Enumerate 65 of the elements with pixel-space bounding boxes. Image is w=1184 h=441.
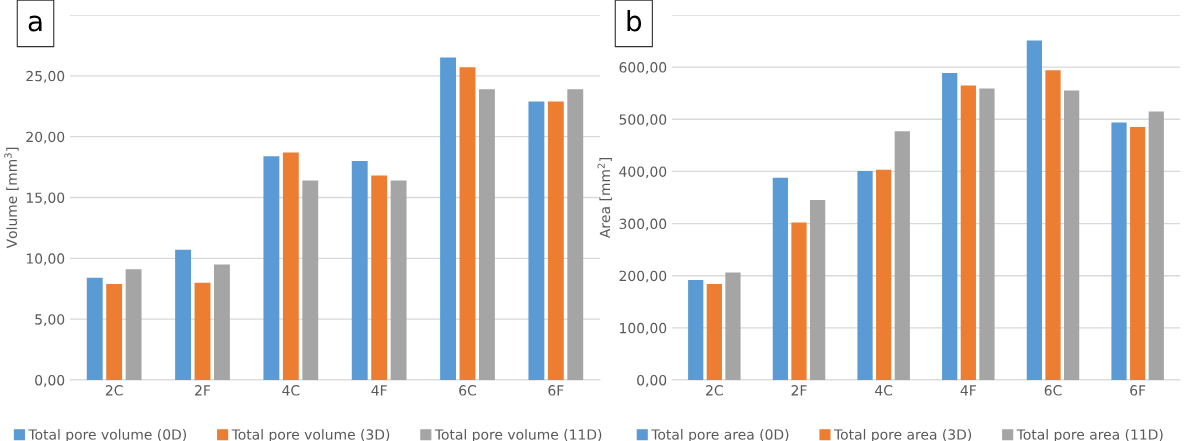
bar (876, 169, 892, 380)
bar (440, 57, 457, 380)
bar (772, 177, 788, 380)
bar (194, 282, 211, 380)
y-tick-label: 15,00 (26, 192, 65, 205)
y-tick-label: 25,00 (26, 70, 65, 83)
bar (371, 175, 388, 380)
bar (942, 72, 958, 380)
bar (725, 272, 741, 380)
bar (1111, 122, 1127, 380)
bar (960, 85, 976, 380)
bar (810, 200, 826, 380)
bar (791, 222, 807, 380)
bar (547, 101, 564, 380)
y-tick-label: 300,00 (619, 218, 667, 231)
bar (706, 284, 722, 380)
bar (282, 152, 299, 380)
x-tick-label: 6C (459, 385, 477, 396)
bar (175, 249, 192, 380)
y-tick-label: 400,00 (619, 166, 667, 179)
bar (688, 279, 704, 380)
text: a (28, 15, 42, 32)
bar (86, 277, 103, 380)
bar (567, 89, 584, 380)
bar (459, 67, 476, 380)
x-tick-label: 2F (195, 385, 211, 396)
bar (390, 180, 407, 380)
bar (1064, 90, 1080, 380)
bar (857, 170, 873, 380)
bar (106, 283, 123, 380)
bar (263, 156, 280, 380)
bar (1026, 40, 1042, 380)
y-axis-title: Area [mm$^{2}$] (597, 158, 612, 239)
x-tick-label: 4C (282, 385, 300, 396)
x-tick-label: 6F (548, 385, 564, 396)
y-tick-label: 200,00 (619, 270, 667, 283)
y-tick-label: 600,00 (619, 62, 667, 75)
bar (302, 180, 319, 380)
bar (351, 161, 368, 380)
x-tick-label: 6F (1130, 385, 1146, 396)
x-tick-label: 4F (371, 385, 387, 396)
y-tick-label: 500,00 (619, 114, 667, 127)
bar (979, 88, 995, 380)
bar (478, 89, 495, 380)
x-tick-label: 6C (1044, 385, 1062, 396)
bar (1148, 111, 1164, 380)
x-tick-label: 4C (875, 385, 893, 396)
y-tick-label: 100,00 (620, 322, 667, 335)
x-tick-label: 2C (105, 385, 123, 396)
bar (894, 131, 910, 380)
x-tick-label: 2C (706, 385, 723, 396)
x-tick-label: 2F (791, 385, 807, 396)
y-tick-label: 5,00 (35, 314, 65, 327)
y-axis-title: Volume [mm$^{3}$] (4, 147, 19, 249)
y-tick-label: 10,00 (26, 253, 65, 266)
text: b (627, 10, 642, 32)
x-tick-label: 4F (960, 385, 976, 396)
y-tick-label: 20,00 (26, 131, 65, 144)
bar (1130, 127, 1146, 380)
bar (125, 269, 142, 380)
bar (1045, 70, 1061, 380)
y-tick-label: 0,00 (35, 374, 65, 387)
bar (213, 264, 230, 380)
y-tick-label: 0,00 (637, 374, 667, 387)
bar (528, 101, 545, 380)
